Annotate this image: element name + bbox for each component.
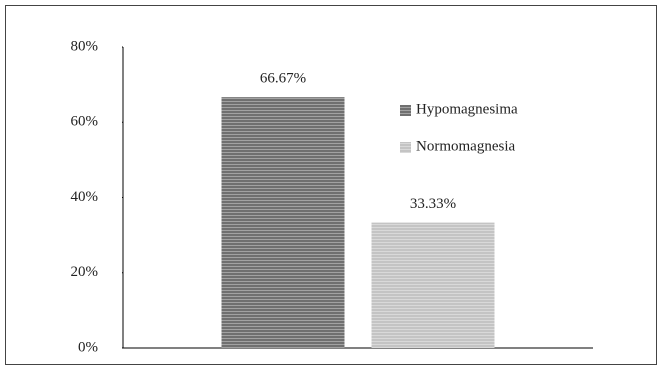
y-tick-label: 40% [71,189,99,205]
y-tick-label: 0% [78,339,98,355]
legend-marker [400,105,411,116]
legend-label: Normomagnesia [416,138,515,154]
legend-marker [400,142,411,153]
y-tick-label: 20% [71,264,99,280]
bar [371,222,495,348]
value-label: 33.33% [410,196,456,212]
y-tick-label: 80% [71,38,99,54]
value-label: 66.67% [260,71,306,87]
y-tick-label: 60% [71,114,99,130]
legend-label: Hypomagnesima [416,101,518,117]
bar [221,97,345,349]
